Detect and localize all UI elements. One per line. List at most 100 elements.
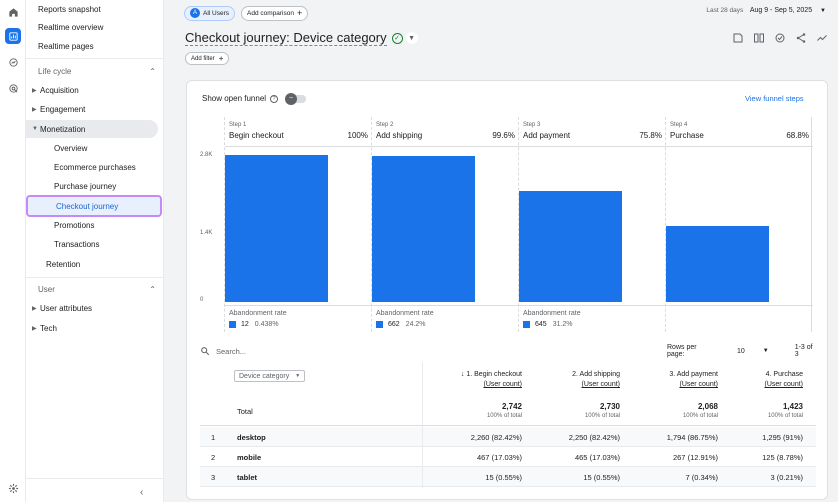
date-range-picker[interactable]: Last 28 days Aug 9 - Sep 5, 2025 ▼ (706, 7, 826, 14)
open-funnel-toggle[interactable]: − (285, 92, 307, 105)
sidebar-item-realtime-pages[interactable]: Realtime pages (38, 41, 94, 51)
help-icon[interactable]: ? (270, 94, 279, 103)
explore-icon[interactable] (5, 54, 21, 70)
funnel-step-2[interactable]: Step 2 Add shipping 99.6% Abandonment ra… (371, 117, 519, 332)
sidebar: Reports snapshot Realtime overview Realt… (26, 0, 164, 502)
abandonment-box: Abandonment rate 645 31.2% (519, 305, 666, 332)
abandonment-count: 12 (241, 321, 249, 328)
step-number: Step 2 (376, 122, 394, 128)
table-row[interactable]: 2 mobile 467 (17.03%) 465 (17.03%) 267 (… (200, 447, 816, 467)
chevron-left-icon[interactable]: ‹ (140, 487, 144, 498)
trend-icon[interactable] (816, 32, 828, 44)
search-icon[interactable] (200, 346, 210, 356)
advertising-icon[interactable] (5, 80, 21, 96)
home-icon[interactable] (5, 4, 21, 20)
edit-icon[interactable] (732, 32, 744, 44)
report-title-row: Checkout journey: Device category ✓ ▼ (185, 30, 418, 46)
compare-icon[interactable] (753, 32, 765, 44)
step-header: Step 4 Purchase 68.8% (666, 117, 813, 147)
step-header: Step 2 Add shipping 99.6% (372, 117, 519, 147)
sidebar-section-lifecycle[interactable]: Life cycle ⌃ (38, 67, 156, 76)
sidebar-item-monetization[interactable]: ▼ Monetization (26, 120, 158, 138)
step-name: Add shipping (376, 131, 423, 140)
caret-down-icon: ▼ (295, 373, 301, 379)
view-funnel-steps-link[interactable]: View funnel steps (745, 94, 804, 103)
add-filter-button[interactable]: Add filter + (185, 52, 230, 65)
caret-right-icon: ▶ (32, 305, 37, 312)
funnel-bar[interactable] (519, 191, 622, 302)
abandonment-box (666, 305, 813, 332)
abandonment-values: 12 0.438% (229, 321, 279, 328)
caret-down-icon[interactable]: ▼ (762, 348, 769, 354)
legend-swatch (523, 321, 530, 328)
y-tick-label: 1.4K (200, 230, 213, 236)
abandonment-box: Abandonment rate 12 0.438% (225, 305, 372, 332)
chevron-down-icon[interactable]: ▼ (405, 32, 418, 44)
funnel-step-3[interactable]: Step 3 Add payment 75.8% Abandonment rat… (518, 117, 666, 332)
sidebar-item-promotions[interactable]: Promotions (54, 220, 95, 230)
column-divider (422, 362, 423, 488)
sidebar-divider (26, 277, 164, 278)
sidebar-item-purchase-journey[interactable]: Purchase journey (54, 181, 117, 191)
sidebar-item-realtime-overview[interactable]: Realtime overview (38, 22, 104, 32)
y-tick-label: 0 (200, 297, 204, 303)
funnel-bar[interactable] (225, 155, 328, 302)
table-search-row: Search... Rows per page: 10 ▼ 1-3 of 3 (200, 342, 816, 360)
check-circle-icon[interactable]: ✓ (391, 32, 403, 44)
chevron-up-icon: ⌃ (149, 67, 156, 76)
add-comparison-button[interactable]: Add comparison + (241, 5, 309, 21)
step-percent: 99.6% (492, 131, 515, 140)
funnel-step-4[interactable]: Step 4 Purchase 68.8% (665, 117, 813, 332)
abandonment-box: Abandonment rate 662 24.2% (372, 305, 519, 332)
column-header-purchase[interactable]: 4. Purchase (User count) (764, 371, 803, 388)
search-input[interactable]: Search... (216, 346, 247, 356)
sidebar-item-tech[interactable]: ▶ Tech (32, 323, 57, 333)
sidebar-item-retention[interactable]: Retention (46, 259, 81, 269)
share-icon[interactable] (795, 32, 807, 44)
total-cell: 1,423 100% of total (767, 402, 803, 419)
table-row[interactable]: 1 desktop 2,260 (82.42%) 2,250 (82.42%) … (200, 427, 816, 447)
segment-badge: A (190, 8, 200, 18)
sidebar-section-user[interactable]: User ⌃ (38, 285, 156, 294)
funnel-step-1[interactable]: Step 1 Begin checkout 100% Abandonment r… (224, 117, 372, 332)
open-funnel-toggle-row: Show open funnel ? − (202, 92, 307, 105)
sidebar-item-user-attributes[interactable]: ▶ User attributes (32, 303, 93, 313)
sidebar-item-ecommerce-purchases[interactable]: Ecommerce purchases (54, 162, 136, 172)
sidebar-divider (26, 58, 164, 59)
page-title: Checkout journey: Device category (185, 30, 387, 46)
sidebar-item-overview[interactable]: Overview (54, 143, 88, 153)
sidebar-item-engagement[interactable]: ▶ Engagement (32, 104, 86, 114)
chevron-up-icon: ⌃ (149, 285, 156, 294)
table-row[interactable]: 3 tablet 15 (0.55%) 15 (0.55%) 7 (0.34%)… (200, 467, 816, 487)
insights-icon[interactable] (774, 32, 786, 44)
step-percent: 75.8% (639, 131, 662, 140)
settings-icon[interactable] (5, 480, 21, 496)
dimension-selector[interactable]: Device category ▼ (234, 370, 306, 382)
funnel-bar[interactable] (666, 226, 769, 302)
funnel-border (811, 117, 812, 332)
reports-icon[interactable] (5, 28, 21, 44)
legend-swatch (376, 321, 383, 328)
sidebar-item-transactions[interactable]: Transactions (54, 239, 100, 249)
sidebar-item-reports-snapshot[interactable]: Reports snapshot (38, 4, 101, 14)
column-header-add-payment[interactable]: 3. Add payment (User count) (669, 371, 718, 388)
abandonment-rate: 31.2% (552, 321, 573, 328)
abandonment-count: 645 (535, 321, 547, 328)
toggle-off-icon: − (285, 92, 298, 105)
abandonment-values: 645 31.2% (523, 321, 573, 328)
sidebar-item-acquisition[interactable]: ▶ Acquisition (32, 85, 79, 95)
step-header: Step 1 Begin checkout 100% (225, 117, 372, 147)
step-number: Step 3 (523, 122, 541, 128)
abandonment-label: Abandonment rate (376, 310, 434, 317)
total-cell: 2,742 100% of total (486, 402, 522, 419)
step-name: Begin checkout (229, 131, 284, 140)
step-number: Step 4 (670, 122, 688, 128)
nav-rail (0, 0, 26, 502)
rows-per-page-select[interactable]: 10 (736, 347, 745, 355)
sidebar-item-checkout-journey[interactable]: Checkout journey (26, 195, 162, 217)
all-users-chip[interactable]: A All Users (184, 5, 236, 21)
caret-right-icon: ▶ (32, 325, 37, 332)
column-header-add-shipping[interactable]: 2. Add shipping (User count) (572, 371, 620, 388)
funnel-bar[interactable] (372, 156, 475, 302)
column-header-begin-checkout[interactable]: ↓ 1. Begin checkout (User count) (460, 371, 522, 388)
